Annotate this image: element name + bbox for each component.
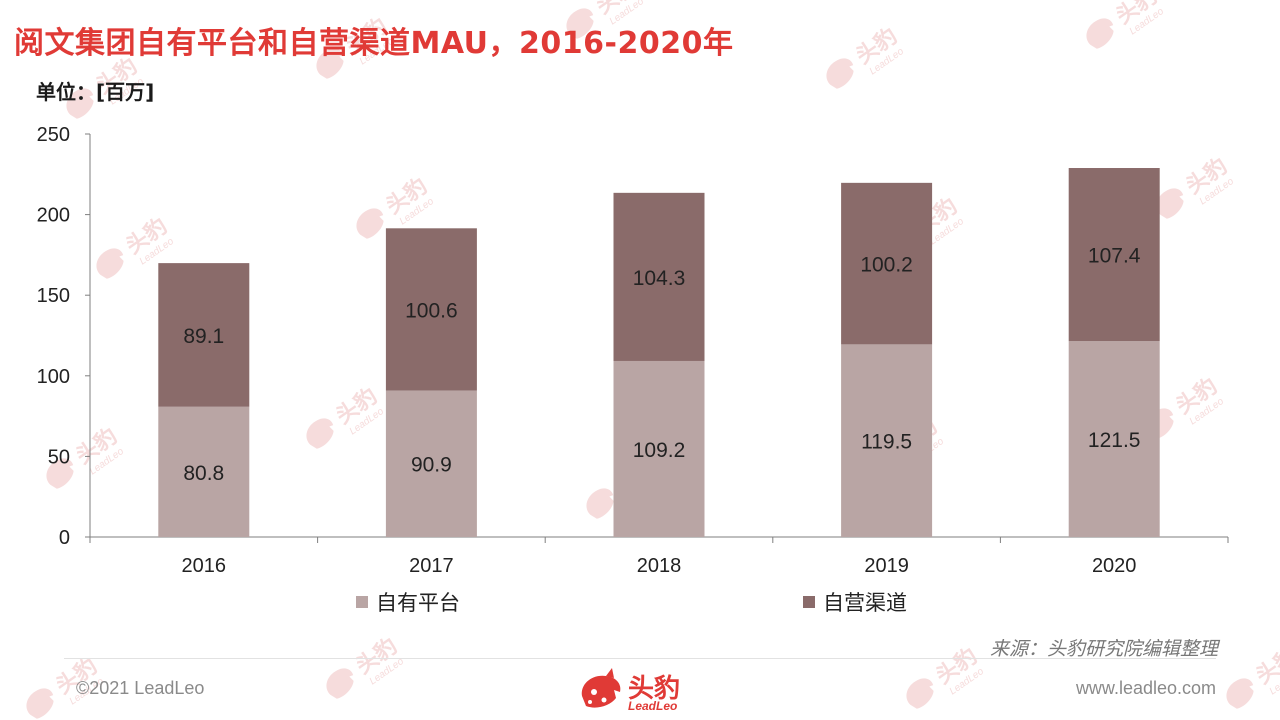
page-title: 阅文集团自有平台和自营渠道MAU，2016-2020年	[14, 26, 734, 61]
leopard-logo-icon	[581, 668, 621, 708]
data-label-self-platform: 121.5	[1088, 429, 1141, 452]
watermark-leopard-icon	[326, 668, 354, 699]
data-label-self-channel: 104.3	[633, 267, 686, 290]
watermark-leopard-icon	[1086, 18, 1114, 49]
bar-self-channel	[613, 192, 705, 361]
watermark-en-text: LeadLeo	[868, 46, 907, 78]
x-tick-label: 2016	[182, 555, 227, 577]
x-tick-label: 2019	[864, 555, 909, 577]
data-label-self-platform: 109.2	[633, 439, 686, 462]
bar-self-channel	[841, 182, 933, 345]
y-tick-label: 0	[59, 527, 70, 549]
watermark-cn-text: 头豹	[351, 633, 402, 680]
watermark-leopard-icon	[826, 58, 854, 89]
watermark-en-text: LeadLeo	[368, 656, 407, 688]
watermark-cn-text: 头豹	[1111, 0, 1162, 30]
y-tick-label: 50	[48, 446, 70, 468]
watermark-cn-text: 头豹	[851, 23, 902, 70]
x-tick-label: 2020	[1092, 555, 1137, 577]
bar-self-channel	[1068, 168, 1160, 342]
data-label-self-channel: 100.2	[860, 254, 913, 277]
watermark-cn-text: 头豹	[1251, 643, 1280, 690]
data-label-self-channel: 89.1	[183, 325, 224, 348]
logo-cn-text: 头豹	[628, 674, 681, 704]
data-label-self-platform: 80.8	[183, 462, 224, 485]
bar-self-platform	[1068, 341, 1160, 537]
legend-swatch-self-platform	[356, 596, 368, 608]
bar-self-platform	[613, 360, 705, 537]
leadleo-logo: 头豹 LeadLeo	[576, 666, 716, 718]
legend-item-self-channel: 自营渠道	[803, 587, 907, 617]
bar-self-channel	[158, 263, 250, 407]
stacked-bar-chart: 0 50 100 150 200 250 80.8 89.1 2016 90.9 100.6 2017…	[37, 124, 1229, 577]
data-label-self-platform: 90.9	[411, 454, 452, 477]
x-tick-label: 2017	[409, 555, 454, 577]
legend-swatch-self-channel	[803, 596, 815, 608]
data-label-self-channel: 100.6	[405, 299, 458, 322]
website-link[interactable]: www.leadleo.com	[1075, 678, 1216, 698]
bar-self-platform	[158, 406, 250, 537]
y-tick-label: 100	[37, 366, 70, 388]
source-note: 来源：头豹研究院编辑整理	[989, 638, 1218, 660]
watermark-en-text: LeadLeo	[1128, 6, 1167, 38]
legend-label-self-channel: 自营渠道	[823, 591, 907, 615]
watermark-leopard-icon	[26, 688, 54, 719]
copyright-text: ©2021 LeadLeo	[76, 678, 205, 698]
x-tick-label: 2018	[637, 555, 682, 577]
y-tick-label: 150	[37, 285, 70, 307]
watermark-en-text: LeadLeo	[1268, 666, 1280, 698]
logo-en-text: LeadLeo	[628, 699, 678, 713]
footer-divider	[64, 658, 1216, 659]
watermark-en-text: LeadLeo	[948, 666, 987, 698]
legend-item-self-platform: 自有平台	[356, 587, 460, 617]
bar-self-channel	[385, 228, 477, 391]
legend-label-self-platform: 自有平台	[376, 591, 460, 615]
unit-label: 单位：[百万]	[36, 80, 155, 104]
bar-self-platform	[841, 344, 933, 537]
watermark-leopard-icon	[1226, 678, 1254, 709]
y-tick-label: 200	[37, 205, 70, 227]
data-label-self-channel: 107.4	[1088, 245, 1141, 268]
watermark-cn-text: 头豹	[931, 643, 982, 690]
watermark-cn-text: 头豹	[591, 0, 642, 20]
watermark-leopard-icon	[906, 678, 934, 709]
chart-legend: 自有平台 自营渠道	[0, 587, 1280, 617]
bar-self-platform	[385, 390, 477, 537]
y-tick-label: 250	[37, 124, 70, 146]
data-label-self-platform: 119.5	[861, 431, 912, 454]
